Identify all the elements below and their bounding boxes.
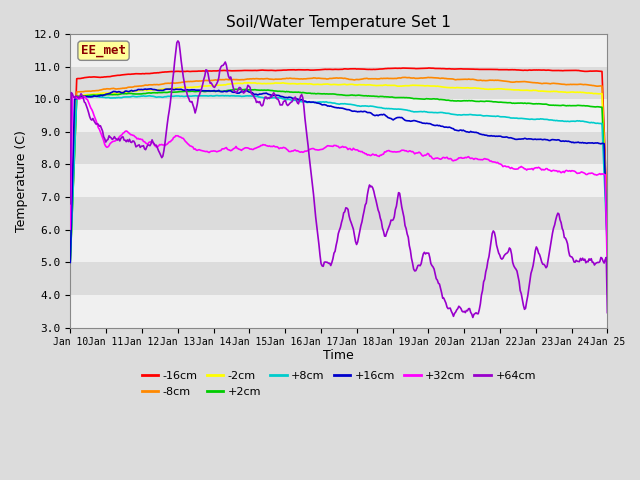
Bar: [70, 67, 607, 99]
Bar: [70, 99, 607, 132]
Bar: [70, 230, 607, 262]
Bar: [70, 262, 607, 295]
Bar: [70, 132, 607, 165]
Bar: [70, 295, 607, 327]
Title: Soil/Water Temperature Set 1: Soil/Water Temperature Set 1: [227, 15, 451, 30]
Legend: -16cm, -8cm, -2cm, +2cm, +8cm, +16cm, +32cm, +64cm: -16cm, -8cm, -2cm, +2cm, +8cm, +16cm, +3…: [137, 367, 541, 401]
Text: EE_met: EE_met: [81, 44, 126, 57]
Bar: [70, 34, 607, 67]
Y-axis label: Temperature (C): Temperature (C): [15, 130, 28, 232]
Bar: [70, 165, 607, 197]
Bar: [70, 197, 607, 230]
X-axis label: Time: Time: [323, 348, 354, 361]
